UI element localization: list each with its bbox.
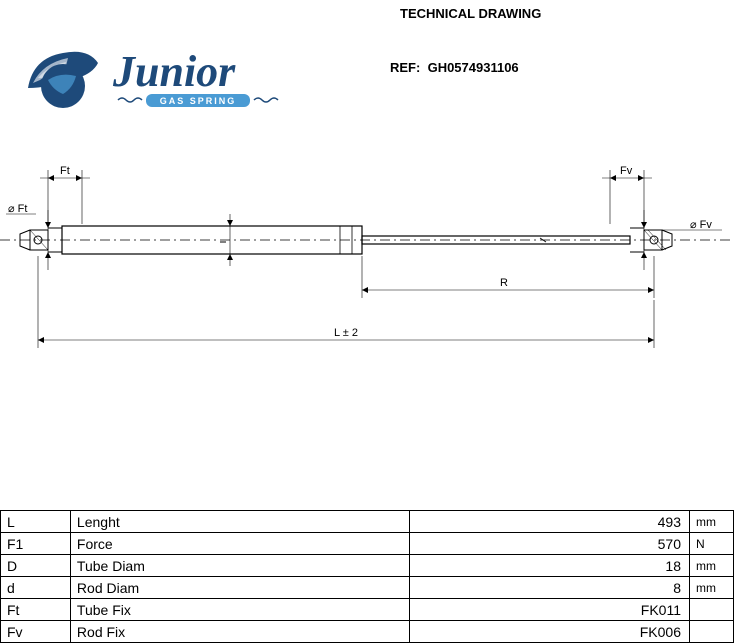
brand-logo: Junior GAS SPRING bbox=[18, 28, 318, 123]
spec-label: Lenght bbox=[70, 511, 409, 533]
dim-label-l: L ± 2 bbox=[334, 327, 358, 339]
spec-label: Rod Fix bbox=[70, 621, 409, 643]
dimension-ft-diameter: ⌀ Ft bbox=[6, 203, 51, 270]
table-row: FvRod FixFK006 bbox=[1, 621, 734, 643]
spec-table: LLenght493mmF1Force570NDTube Diam18mmdRo… bbox=[0, 510, 734, 643]
table-row: dRod Diam8mm bbox=[1, 577, 734, 599]
page-title: TECHNICAL DRAWING bbox=[400, 6, 541, 21]
brand-name-text: Junior bbox=[112, 47, 236, 96]
technical-drawing: Ft Fv ⌀ Ft ⌀ Fv bbox=[0, 150, 734, 370]
dim-label-fv: Fv bbox=[620, 165, 633, 177]
table-row: F1Force570N bbox=[1, 533, 734, 555]
spec-value: FK011 bbox=[410, 599, 690, 621]
ref-value: GH0574931106 bbox=[428, 60, 519, 75]
spec-label: Rod Diam bbox=[70, 577, 409, 599]
dim-label-ft: Ft bbox=[60, 165, 70, 177]
dim-label-r: R bbox=[500, 277, 508, 289]
spec-label: Tube Diam bbox=[70, 555, 409, 577]
spec-label: Tube Fix bbox=[70, 599, 409, 621]
ref-prefix: REF: bbox=[390, 60, 420, 75]
spec-symbol: d bbox=[1, 577, 71, 599]
dimension-length: L ± 2 bbox=[38, 256, 654, 348]
spec-unit: mm bbox=[690, 511, 734, 533]
reference-line: REF: GH0574931106 bbox=[390, 60, 519, 75]
spec-value: 18 bbox=[410, 555, 690, 577]
spec-symbol: D bbox=[1, 555, 71, 577]
spec-symbol: Fv bbox=[1, 621, 71, 643]
spec-unit bbox=[690, 599, 734, 621]
spec-symbol: F1 bbox=[1, 533, 71, 555]
spec-value: 493 bbox=[410, 511, 690, 533]
eagle-icon bbox=[28, 52, 98, 108]
dim-label-fv-diam: ⌀ Fv bbox=[690, 219, 712, 231]
spec-value: 570 bbox=[410, 533, 690, 555]
spec-unit bbox=[690, 621, 734, 643]
spec-unit: mm bbox=[690, 555, 734, 577]
spec-value: 8 bbox=[410, 577, 690, 599]
spec-unit: mm bbox=[690, 577, 734, 599]
table-row: LLenght493mm bbox=[1, 511, 734, 533]
dimension-fv-width: Fv bbox=[602, 165, 652, 228]
spec-value: FK006 bbox=[410, 621, 690, 643]
dimension-ft-width: Ft bbox=[40, 165, 90, 226]
table-row: FtTube FixFK011 bbox=[1, 599, 734, 621]
dimension-stroke: R bbox=[362, 256, 654, 298]
table-row: DTube Diam18mm bbox=[1, 555, 734, 577]
dim-label-ft-diam: ⌀ Ft bbox=[8, 203, 27, 215]
spec-symbol: L bbox=[1, 511, 71, 533]
spec-label: Force bbox=[70, 533, 409, 555]
spec-symbol: Ft bbox=[1, 599, 71, 621]
svg-text:GAS SPRING: GAS SPRING bbox=[160, 96, 237, 106]
spec-unit: N bbox=[690, 533, 734, 555]
